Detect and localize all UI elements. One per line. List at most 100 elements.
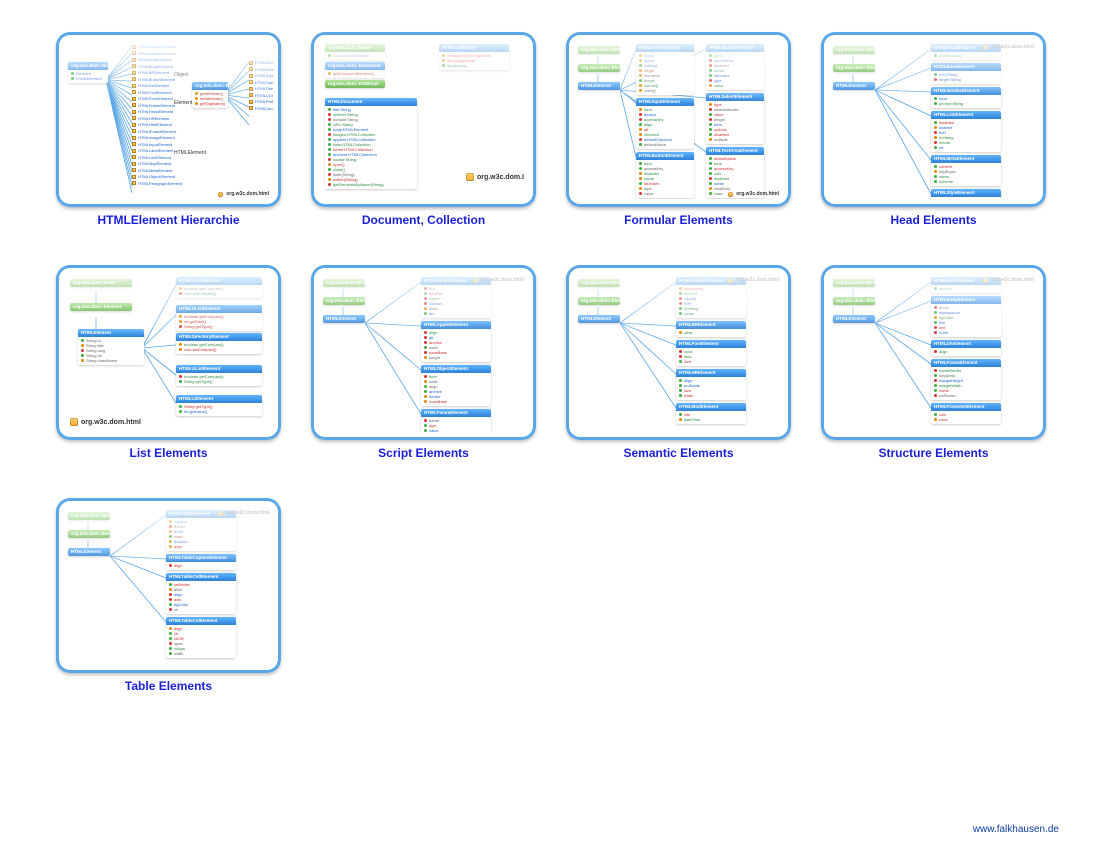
box-mid: org.w3c.dom::Element getAttribute() setA… bbox=[192, 82, 228, 108]
package-label: org.w3c.dom.html bbox=[70, 418, 141, 426]
fan-item: HTMLHeadElement bbox=[132, 109, 182, 114]
caption[interactable]: Semantic Elements bbox=[623, 446, 733, 460]
thumb-list[interactable]: org.w3c.dom::Node org.w3c.dom::Element H… bbox=[56, 265, 281, 440]
caption[interactable]: Table Elements bbox=[125, 679, 212, 693]
fan-item: HTMLMetaElement bbox=[132, 168, 182, 173]
branch-box: HTMLBodyElementaLinkbackgroundbgColorlin… bbox=[931, 296, 1001, 337]
package-icon bbox=[218, 511, 223, 516]
package-icon bbox=[70, 418, 78, 426]
thumb-inner: org.w3c.dom::Node Element HTMLElement HT… bbox=[64, 40, 273, 199]
branch-box: HTMLScriptElementtexthtmlForeventcharset… bbox=[421, 277, 491, 318]
thumb-inner: org.w3c.dom::Nodeorg.w3c.dom::ElementHTM… bbox=[574, 40, 783, 199]
fan-item: HTMLTitleElement bbox=[249, 86, 273, 91]
box-title: org.w3c.dom::Element bbox=[192, 82, 228, 90]
branch-box: HTMLAppletElementalignaltarchivecodecode… bbox=[421, 321, 491, 362]
attr-row: rel bbox=[934, 145, 998, 150]
stack-box: org.w3c.dom::Element bbox=[323, 297, 365, 305]
thumb-formular[interactable]: org.w3c.dom::Nodeorg.w3c.dom::ElementHTM… bbox=[566, 32, 791, 207]
branch-box: HTMLSelectElementtypeselectedIndexvaluel… bbox=[706, 93, 764, 144]
attr-row: profile:String bbox=[934, 53, 998, 58]
caption[interactable]: Document, Collection bbox=[362, 213, 485, 227]
thumb-document[interactable]: org.w3c.dom::Node Document DOMImpl org.w… bbox=[311, 32, 536, 207]
caption[interactable]: Head Elements bbox=[890, 213, 976, 227]
attr-row: clear bbox=[679, 330, 743, 335]
htmldocument-rows: title:Stringreferrer:Stringdomain:String… bbox=[325, 106, 417, 189]
fan-item: HTMLPreElement bbox=[249, 99, 273, 104]
branch-box: HTMLHRElementalignnoShadesizewidth bbox=[676, 369, 746, 400]
caption[interactable]: List Elements bbox=[129, 446, 207, 460]
attr-row: width bbox=[679, 393, 743, 398]
cell-head: org.w3c.dom::Nodeorg.w3c.dom::ElementHTM… bbox=[821, 32, 1046, 227]
attr-row: height bbox=[424, 355, 488, 360]
branch-box: HTMLAnchorElementaccessKeycharsetcoordsh… bbox=[676, 277, 746, 318]
attr-row: align bbox=[934, 349, 998, 354]
attr-row: String className bbox=[81, 358, 141, 363]
thumb-head[interactable]: org.w3c.dom::Nodeorg.w3c.dom::ElementHTM… bbox=[821, 32, 1046, 207]
section-label: HTMLElement bbox=[174, 150, 206, 156]
attr-row: scheme bbox=[934, 179, 998, 184]
stack-box: org.w3c.dom::Node bbox=[578, 46, 620, 54]
cell-script: org.w3c.dom::Nodeorg.w3c.dom::ElementHTM… bbox=[311, 265, 536, 460]
attr-row: int getValue() bbox=[179, 409, 259, 414]
attr-row: rows bbox=[934, 417, 998, 422]
branch-box: HTMLTableElementcaptiontHeadtFootrowstBo… bbox=[166, 510, 236, 551]
stack-box: org.w3c.dom::Node bbox=[578, 279, 620, 287]
fan-item: HTMLScriptElement bbox=[249, 60, 273, 65]
thumb-structure[interactable]: org.w3c.dom::Nodeorg.w3c.dom::ElementHTM… bbox=[821, 265, 1046, 440]
branch-box: HTMLDListElementboolean getCompact()void… bbox=[176, 277, 262, 298]
package-icon bbox=[983, 45, 988, 50]
stack-box: org.w3c.dom::Node bbox=[68, 512, 110, 520]
caption[interactable]: Structure Elements bbox=[878, 446, 988, 460]
thumb-script[interactable]: org.w3c.dom::Nodeorg.w3c.dom::ElementHTM… bbox=[311, 265, 536, 440]
attr-row: disabled bbox=[934, 198, 998, 199]
attr-row: dateTime bbox=[679, 417, 743, 422]
caption[interactable]: Script Elements bbox=[378, 446, 469, 460]
thumb-inner: org.w3c.dom::Nodeorg.w3c.dom::ElementHTM… bbox=[574, 273, 783, 432]
attr-row: noResize bbox=[934, 393, 998, 398]
caption[interactable]: HTMLElement Hierarchie bbox=[97, 213, 239, 227]
fan-item: HTMLStyleElement bbox=[249, 73, 273, 78]
branch-box: HTMLBaseElementhref:Stringtarget:String bbox=[931, 63, 1001, 84]
fan-item: HTMLMapElement bbox=[132, 161, 182, 166]
box-root: org.w3c.dom::Node Element HTMLElement bbox=[68, 62, 108, 83]
thumb-hierarchie[interactable]: org.w3c.dom::Node Element HTMLElement HT… bbox=[56, 32, 281, 207]
stack-box: HTMLElement bbox=[578, 315, 620, 323]
stack-box: HTMLElement bbox=[833, 315, 875, 323]
fan-item: HTMLImageElement bbox=[132, 135, 182, 140]
thumb-table[interactable]: org.w3c.dom::Nodeorg.w3c.dom::ElementHTM… bbox=[56, 498, 281, 673]
section-label: Object bbox=[174, 72, 188, 78]
stack-box: HTMLElement bbox=[578, 82, 620, 90]
attr-row: void setCompact() bbox=[179, 291, 259, 296]
thumb-semantic[interactable]: org.w3c.dom::Nodeorg.w3c.dom::ElementHTM… bbox=[566, 265, 791, 440]
attr-row: codeBase bbox=[424, 399, 488, 404]
package-icon bbox=[983, 278, 988, 283]
attr-row: value bbox=[639, 191, 691, 196]
branch-box: HTMLStyleElementdisabledmediatype bbox=[931, 189, 1001, 199]
fan-column-1: HTMLAnchorElementHTMLAppletElementHTMLAr… bbox=[132, 44, 182, 186]
branch-box: HTMLFrameElementframeBorderlongDescmargi… bbox=[931, 359, 1001, 400]
footer-link[interactable]: www.falkhausen.de bbox=[973, 824, 1059, 835]
attr-row: reset() bbox=[639, 88, 691, 93]
page-root: org.w3c.dom::Node Element HTMLElement HT… bbox=[0, 0, 1095, 847]
fan-item: HTMLSelectElement bbox=[249, 67, 273, 72]
fan-item: HTMLAreaElement bbox=[132, 57, 182, 62]
thumb-inner: org.w3c.dom::Node Document DOMImpl org.w… bbox=[319, 40, 528, 199]
branch-box: HTMLTableColElementalignchchOffspanvAlig… bbox=[166, 617, 236, 658]
box-doc: org.w3c.dom::Document getDocumentElement… bbox=[325, 62, 385, 78]
package-label: org.w3c.dom.html bbox=[218, 191, 269, 197]
branch-box: HTMLButtonElementformaccessKeydisabledna… bbox=[706, 44, 764, 90]
fan-item: HTMLDivElement bbox=[132, 83, 182, 88]
fan-item: HTMLBodyElement bbox=[132, 64, 182, 69]
box-node: org.w3c.dom::Node Document DOMImpl bbox=[325, 44, 385, 60]
fan-item: HTMLAnchorElement bbox=[132, 44, 182, 49]
fan-item: HTMLParagraphElement bbox=[132, 181, 182, 186]
branch-box: HTMLParamElementnametypevaluevalueType bbox=[421, 409, 491, 432]
box-htmlelement: HTMLElement String idString titleString … bbox=[78, 329, 144, 365]
fan-item: HTMLUListElement bbox=[249, 93, 273, 98]
branch-box: HTMLFormElementnameactionmethodtargetele… bbox=[636, 44, 694, 95]
attr-row: prompt:String bbox=[934, 101, 998, 106]
caption[interactable]: Formular Elements bbox=[624, 213, 733, 227]
package-icon bbox=[728, 278, 733, 283]
package-label: org.w3c.dom.html bbox=[728, 191, 779, 197]
attr-row: defaultValue bbox=[639, 142, 691, 147]
